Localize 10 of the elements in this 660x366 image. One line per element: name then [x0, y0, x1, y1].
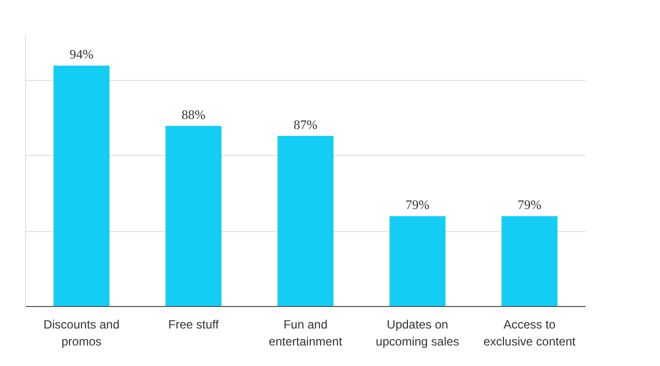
x-tick-label: Free stuff	[168, 318, 220, 332]
x-tick-label: Fun and entertainment	[268, 318, 343, 348]
data-label: 79%	[518, 197, 542, 212]
data-label: 79%	[406, 197, 430, 212]
data-label: 88%	[182, 106, 206, 122]
x-tick-label: Access to exclusive content	[483, 318, 576, 348]
data-label: 87%	[294, 116, 318, 132]
x-tick-label: Discounts and promos	[43, 318, 120, 348]
x-tick-label: Updates on upcoming sales	[376, 318, 460, 348]
data-label: 94%	[70, 46, 94, 62]
